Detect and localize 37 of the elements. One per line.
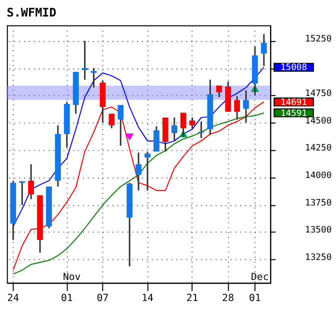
data-label: 15008 — [280, 63, 308, 74]
annotation: Dec — [251, 272, 269, 283]
candlestick — [243, 90, 249, 124]
data-label: 14691 — [280, 98, 308, 108]
x-tick-label: 07 — [96, 292, 109, 304]
data-label: 14591 — [280, 108, 308, 119]
y-tick-label: 13500 — [305, 226, 332, 236]
y-tick-label: 14250 — [305, 144, 332, 154]
chart-title: S.WFMID — [6, 5, 56, 20]
y-tick-label: 13750 — [305, 198, 332, 208]
candlestick — [82, 40, 88, 80]
candlestick — [216, 84, 222, 98]
annotation: Nov — [62, 272, 81, 283]
candlestick — [144, 150, 150, 192]
candlestick — [136, 152, 142, 192]
x-tick-label: 01 — [249, 292, 261, 304]
y-tick-label: 15250 — [305, 34, 332, 44]
candlestick — [118, 104, 124, 146]
candlestick — [28, 163, 34, 200]
candlestick — [189, 116, 196, 130]
x-tick-label: 21 — [186, 292, 198, 304]
x-tick-label: 24 — [7, 292, 20, 304]
x-tick-label: 28 — [222, 292, 234, 304]
candlestick — [19, 180, 26, 206]
candlestick — [90, 67, 97, 88]
x-tick-label: 14 — [142, 292, 154, 304]
candlestick — [153, 126, 160, 152]
candlestick — [260, 33, 267, 67]
y-tick-label: 14750 — [305, 88, 332, 99]
y-tick-label: 14500 — [305, 116, 332, 126]
line-series — [12, 66, 264, 227]
point — [125, 133, 134, 141]
x-tick-label: 01 — [60, 292, 73, 304]
candlestick — [171, 116, 178, 142]
y-tick-label: 13250 — [305, 252, 332, 263]
candlestick — [108, 112, 115, 130]
y-tick-label: 14000 — [305, 170, 332, 181]
